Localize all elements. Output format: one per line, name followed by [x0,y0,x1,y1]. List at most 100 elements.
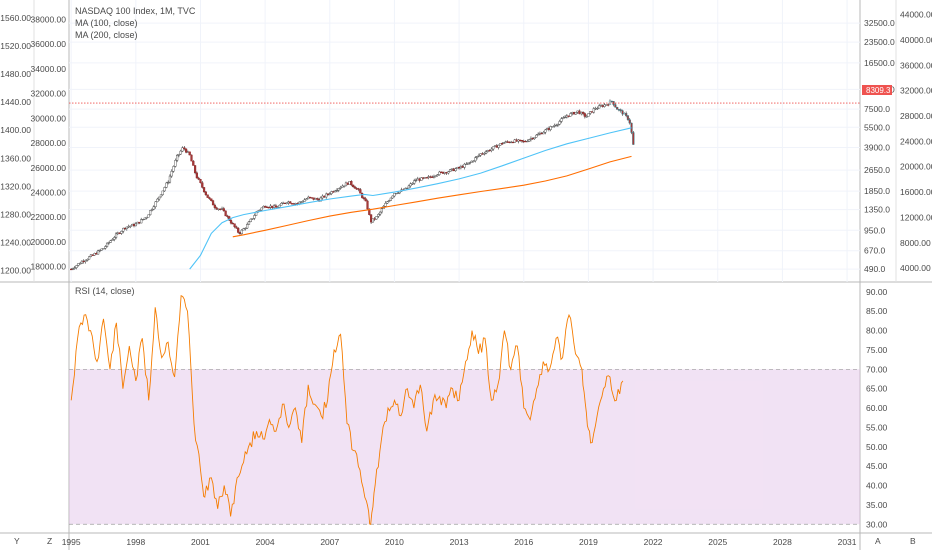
candle[interactable] [601,105,604,107]
candle[interactable] [440,171,443,173]
candle[interactable] [80,260,84,264]
candle[interactable] [466,162,470,165]
candle[interactable] [274,205,278,208]
candle[interactable] [531,137,534,140]
candle[interactable] [251,218,254,220]
candle[interactable] [294,203,297,205]
candle[interactable] [222,208,225,212]
candle[interactable] [215,207,218,210]
candle[interactable] [181,147,184,152]
candle[interactable] [219,208,222,210]
candle[interactable] [619,109,622,111]
candle[interactable] [75,265,78,268]
candle[interactable] [84,260,87,262]
candle[interactable] [314,198,317,200]
candle[interactable] [528,139,531,142]
candle[interactable] [132,224,136,227]
candle[interactable] [626,115,630,120]
candle[interactable] [458,167,461,169]
candle[interactable] [407,185,410,189]
candle[interactable] [138,221,141,224]
candle[interactable] [298,201,301,204]
candle[interactable] [98,250,101,252]
candle[interactable] [447,171,450,174]
candle[interactable] [524,140,527,143]
candle[interactable] [423,177,427,179]
candle[interactable] [515,139,518,142]
candle[interactable] [237,227,240,233]
candle[interactable] [242,228,245,231]
candle[interactable] [409,183,412,187]
candle[interactable] [553,125,556,127]
candle[interactable] [118,232,121,234]
candle[interactable] [195,172,198,179]
candle[interactable] [434,175,437,177]
candle[interactable] [105,242,109,247]
candle[interactable] [246,224,249,229]
candle[interactable] [526,140,529,143]
candle[interactable] [513,139,516,143]
candle[interactable] [504,141,507,143]
candle[interactable] [450,168,454,170]
candle[interactable] [599,105,603,107]
candle[interactable] [368,208,371,215]
candle[interactable] [461,166,464,168]
candle[interactable] [443,172,446,174]
candle[interactable] [262,206,265,209]
candle[interactable] [563,116,567,119]
candle[interactable] [581,112,585,114]
candle[interactable] [445,172,448,174]
candle[interactable] [233,223,236,228]
candle[interactable] [576,110,579,113]
candle[interactable] [172,166,175,172]
candle[interactable] [312,197,315,200]
candle[interactable] [389,197,392,201]
candle[interactable] [364,198,367,202]
candle[interactable] [134,223,137,227]
candle[interactable] [468,162,471,164]
candle[interactable] [391,195,394,199]
candle[interactable] [170,171,173,177]
candle[interactable] [343,185,346,187]
candle[interactable] [165,182,168,188]
candle[interactable] [299,201,303,203]
candle[interactable] [416,178,419,181]
candle[interactable] [463,163,466,168]
candle[interactable] [120,231,123,234]
candle[interactable] [542,132,545,135]
candle[interactable] [378,211,382,215]
candle[interactable] [197,177,200,180]
candle[interactable] [249,218,252,222]
candle[interactable] [585,116,588,118]
candle[interactable] [479,153,482,156]
candle[interactable] [129,225,132,227]
candle[interactable] [226,215,229,217]
candle[interactable] [628,119,631,124]
candle[interactable] [213,204,216,208]
candle[interactable] [264,206,267,208]
candle[interactable] [565,115,568,118]
candle[interactable] [456,167,459,169]
candle[interactable] [603,104,606,107]
candle[interactable] [493,145,497,147]
candle[interactable] [341,185,344,188]
candle[interactable] [607,104,610,106]
candle[interactable] [547,128,551,130]
candle[interactable] [206,194,209,198]
candle[interactable] [289,201,292,204]
candle[interactable] [587,113,590,117]
candle[interactable] [492,146,495,150]
candle[interactable] [395,193,398,195]
candle[interactable] [301,201,304,203]
candle[interactable] [551,126,554,128]
candle[interactable] [238,232,242,234]
candle[interactable] [520,140,524,142]
candle[interactable] [204,191,207,196]
candle[interactable] [122,227,125,232]
candle[interactable] [380,208,383,213]
candle[interactable] [231,222,234,225]
candle[interactable] [596,107,599,110]
candle[interactable] [104,246,107,249]
candle[interactable] [278,204,281,208]
candle[interactable] [598,105,601,109]
